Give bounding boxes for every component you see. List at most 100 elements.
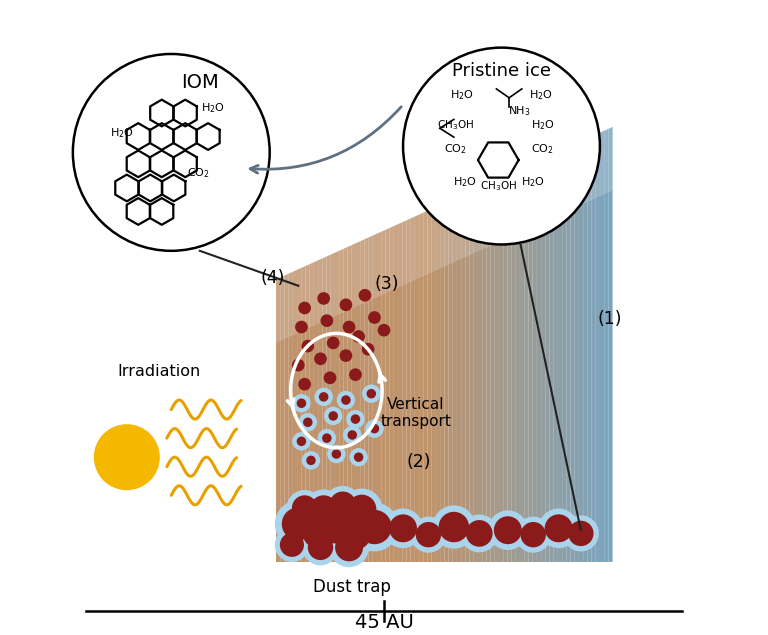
Polygon shape <box>574 142 579 562</box>
Circle shape <box>94 424 160 490</box>
Circle shape <box>335 533 363 561</box>
Circle shape <box>303 530 339 565</box>
Polygon shape <box>579 140 583 206</box>
Circle shape <box>295 321 308 333</box>
Circle shape <box>296 437 306 446</box>
Polygon shape <box>558 150 562 562</box>
Polygon shape <box>406 218 411 284</box>
Polygon shape <box>600 131 604 562</box>
Polygon shape <box>516 169 520 562</box>
Polygon shape <box>465 192 469 257</box>
Circle shape <box>336 391 355 410</box>
Polygon shape <box>491 180 495 246</box>
Circle shape <box>378 324 390 337</box>
Circle shape <box>314 387 333 406</box>
Polygon shape <box>520 167 525 562</box>
Polygon shape <box>432 207 436 272</box>
Polygon shape <box>310 262 314 328</box>
Circle shape <box>296 399 306 408</box>
Polygon shape <box>428 209 432 562</box>
Circle shape <box>339 298 353 311</box>
Polygon shape <box>369 236 372 301</box>
Text: Vertical
transport: Vertical transport <box>380 396 451 429</box>
Polygon shape <box>520 167 525 232</box>
Polygon shape <box>352 243 356 309</box>
Circle shape <box>343 321 356 333</box>
Polygon shape <box>541 157 545 562</box>
Polygon shape <box>323 257 326 562</box>
Circle shape <box>389 514 417 542</box>
Polygon shape <box>348 245 352 562</box>
Circle shape <box>73 54 270 251</box>
Circle shape <box>318 429 336 448</box>
Polygon shape <box>499 177 503 242</box>
Polygon shape <box>453 197 457 562</box>
Polygon shape <box>554 152 558 562</box>
Polygon shape <box>525 165 528 562</box>
Circle shape <box>339 349 353 362</box>
Polygon shape <box>364 237 369 303</box>
Polygon shape <box>486 182 491 248</box>
Polygon shape <box>596 133 600 562</box>
Circle shape <box>343 425 362 444</box>
Polygon shape <box>583 138 588 204</box>
Polygon shape <box>566 146 571 211</box>
Circle shape <box>298 378 311 391</box>
Polygon shape <box>503 175 508 240</box>
Circle shape <box>311 500 362 551</box>
Polygon shape <box>508 173 511 562</box>
Polygon shape <box>604 129 608 562</box>
Text: (1): (1) <box>598 310 621 328</box>
Polygon shape <box>411 217 415 282</box>
Polygon shape <box>293 270 297 335</box>
Polygon shape <box>386 228 389 562</box>
Polygon shape <box>591 135 596 200</box>
Circle shape <box>334 513 377 556</box>
Polygon shape <box>348 245 352 311</box>
Polygon shape <box>558 150 562 215</box>
Polygon shape <box>537 159 541 225</box>
Polygon shape <box>381 230 386 562</box>
Polygon shape <box>474 188 478 253</box>
Polygon shape <box>583 138 588 562</box>
Polygon shape <box>372 234 377 562</box>
Polygon shape <box>591 135 596 562</box>
Polygon shape <box>600 131 604 196</box>
Circle shape <box>347 431 357 439</box>
Circle shape <box>275 500 322 547</box>
Polygon shape <box>545 156 549 562</box>
Circle shape <box>324 406 343 425</box>
Circle shape <box>327 337 339 349</box>
Polygon shape <box>461 194 465 562</box>
Polygon shape <box>284 274 289 562</box>
Text: (2): (2) <box>407 453 431 471</box>
Polygon shape <box>588 137 591 202</box>
Polygon shape <box>415 215 419 280</box>
Polygon shape <box>533 161 537 227</box>
Polygon shape <box>508 173 511 238</box>
Circle shape <box>304 490 343 529</box>
Circle shape <box>403 48 600 244</box>
Polygon shape <box>554 152 558 217</box>
Polygon shape <box>280 276 284 341</box>
Polygon shape <box>469 190 474 255</box>
Circle shape <box>322 434 332 443</box>
Polygon shape <box>284 274 289 339</box>
Text: H$_2$O: H$_2$O <box>110 126 134 140</box>
Polygon shape <box>449 199 453 265</box>
Circle shape <box>359 289 371 302</box>
Polygon shape <box>372 234 377 299</box>
Polygon shape <box>301 266 306 562</box>
Text: H$_2$O: H$_2$O <box>452 175 477 189</box>
Polygon shape <box>335 251 339 562</box>
Polygon shape <box>562 148 566 213</box>
Polygon shape <box>453 197 457 263</box>
Text: Dust trap: Dust trap <box>313 578 391 596</box>
Circle shape <box>410 517 446 552</box>
Circle shape <box>383 509 423 548</box>
Polygon shape <box>360 239 364 562</box>
Text: H$_2$O: H$_2$O <box>200 101 224 115</box>
Polygon shape <box>541 157 545 223</box>
Circle shape <box>341 488 382 530</box>
Polygon shape <box>389 226 394 291</box>
